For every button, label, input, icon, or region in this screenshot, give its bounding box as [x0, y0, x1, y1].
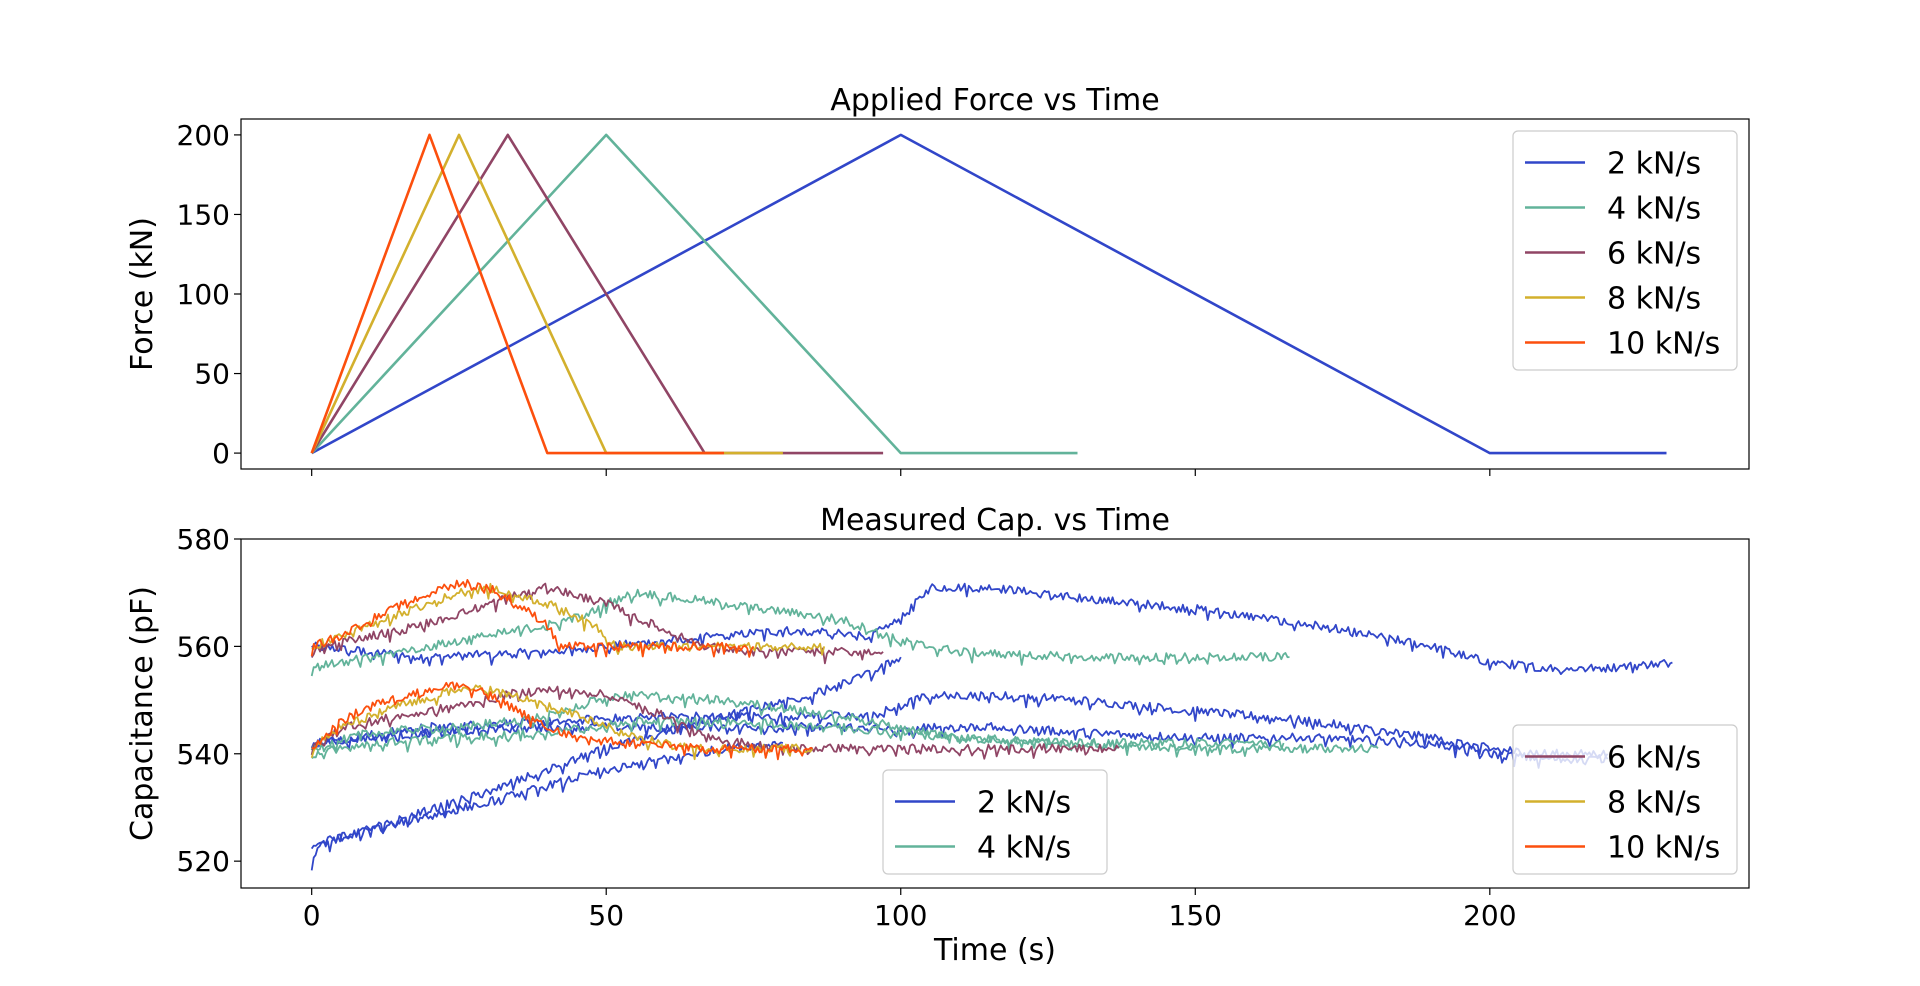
capacitance-axes-frame — [240, 538, 1750, 889]
force-series-line — [310, 133, 1078, 455]
legend-label: 10 kN/s — [1607, 831, 1720, 866]
capacitance-series-line — [310, 656, 902, 871]
force-series-line — [310, 133, 724, 455]
legend-label: 2 kN/s — [977, 786, 1071, 821]
force-y-axis-label: Force (kN) — [125, 217, 160, 371]
force-axes: Applied Force vs Time Force (kN) 0 50 100 1… — [125, 83, 1750, 476]
y-tick-label: 540 — [177, 738, 230, 771]
force-series-line — [311, 133, 1667, 455]
force-series-line — [310, 133, 884, 455]
capacitance-series-line — [311, 681, 813, 761]
capacitance-series-line — [311, 716, 1379, 760]
legend-frame — [882, 769, 1108, 875]
legend-label: 2 kN/s — [1607, 147, 1701, 182]
force-axes-frame — [240, 118, 1750, 470]
force-series-group — [310, 133, 1667, 455]
capacitance-chart-title: Measured Cap. vs Time — [820, 503, 1170, 538]
legend-frame — [1512, 130, 1738, 371]
capacitance-series-group — [310, 579, 1673, 871]
legend-label: 4 kN/s — [977, 831, 1071, 866]
y-tick-label: 100 — [177, 278, 230, 311]
capacitance-legend-center: 2 kN/s 4 kN/s — [882, 769, 1108, 875]
capacitance-series-line — [310, 582, 884, 665]
x-tick-label: 200 — [1463, 899, 1516, 932]
x-tick-label: 50 — [588, 899, 624, 932]
legend-label: 6 kN/s — [1607, 237, 1701, 272]
force-ticks-group: 0 50 100 150 200 — [177, 119, 1491, 476]
capacitance-ticks-group: 520 540 560 580 0 50 100 150 200 — [177, 523, 1517, 932]
x-tick-label: 150 — [1169, 899, 1222, 932]
y-tick-label: 560 — [177, 630, 230, 663]
legend-label: 8 kN/s — [1607, 282, 1701, 317]
time-x-axis-label: Time (s) — [933, 933, 1056, 968]
capacitance-series-line — [310, 721, 1609, 769]
legend-label: 10 kN/s — [1607, 327, 1720, 362]
y-tick-label: 50 — [194, 358, 230, 391]
y-tick-label: 0 — [212, 437, 230, 470]
force-chart-title: Applied Force vs Time — [830, 83, 1159, 118]
capacitance-series-line — [310, 579, 755, 658]
y-tick-label: 200 — [177, 119, 230, 152]
force-legend: 2 kN/s 4 kN/s 6 kN/s 8 kN/s 10 kN/s — [1512, 130, 1738, 371]
capacitance-series-line — [311, 582, 1673, 675]
x-tick-label: 0 — [303, 899, 321, 932]
capacitance-y-axis-label: Capacitance (pF) — [125, 586, 160, 841]
capacitance-series-line — [310, 740, 784, 850]
capacitance-series-line — [310, 588, 1290, 677]
x-tick-label: 100 — [874, 899, 927, 932]
y-tick-label: 580 — [177, 523, 230, 556]
capacitance-series-line — [310, 690, 1285, 753]
y-tick-label: 150 — [177, 198, 230, 231]
y-tick-label: 520 — [177, 845, 230, 878]
legend-label: 8 kN/s — [1607, 786, 1701, 821]
capacitance-legend-right: 6 kN/s 8 kN/s 10 kN/s — [1512, 724, 1738, 875]
force-series-line — [310, 133, 783, 455]
legend-frame — [1512, 724, 1738, 875]
capacitance-series-line — [310, 685, 1120, 760]
capacitance-axes: Measured Cap. vs Time Capacitance (pF) T… — [125, 503, 1750, 968]
capacitance-series-line — [310, 691, 1609, 760]
legend-label: 6 kN/s — [1607, 741, 1701, 776]
legend-label: 4 kN/s — [1607, 192, 1701, 227]
